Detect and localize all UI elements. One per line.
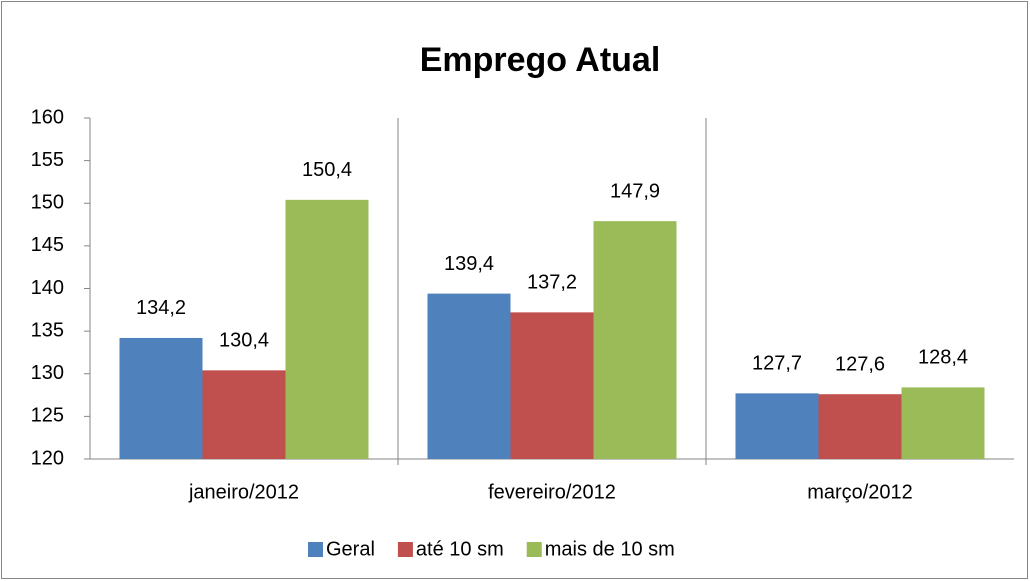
value-label: 139,4 — [444, 253, 494, 275]
y-tick-label: 135 — [31, 319, 64, 341]
bar — [593, 221, 677, 459]
x-tick-label: março/2012 — [807, 481, 913, 503]
bar — [427, 293, 511, 459]
value-label: 130,4 — [219, 330, 269, 352]
legend-label: Geral — [326, 538, 375, 560]
y-tick-label: 150 — [31, 192, 64, 214]
value-label: 134,2 — [136, 297, 186, 319]
bar — [119, 337, 203, 459]
value-label: 128,4 — [918, 347, 968, 369]
y-tick-label: 140 — [31, 277, 64, 299]
legend-swatch — [397, 542, 413, 557]
x-tick-label: janeiro/2012 — [188, 481, 299, 503]
value-label: 127,6 — [835, 353, 885, 375]
value-label: 150,4 — [302, 159, 352, 181]
value-label: 137,2 — [527, 272, 577, 294]
y-tick-label: 160 — [31, 106, 64, 128]
y-tick-label: 145 — [31, 234, 64, 256]
legend-swatch — [526, 542, 542, 557]
value-label: 127,7 — [752, 353, 802, 375]
bar — [735, 393, 819, 459]
x-tick-label: fevereiro/2012 — [488, 481, 616, 503]
y-tick-label: 130 — [31, 362, 64, 384]
bar — [202, 370, 286, 459]
bar — [818, 394, 902, 459]
legend-label: mais de 10 sm — [545, 538, 675, 560]
bar — [901, 387, 985, 459]
y-tick-label: 125 — [31, 405, 64, 427]
legend-swatch — [308, 542, 323, 557]
y-tick-label: 120 — [31, 447, 64, 469]
bar — [285, 199, 369, 459]
chart-title: Emprego Atual — [420, 41, 661, 79]
legend-label: até 10 sm — [416, 538, 504, 560]
bar — [510, 312, 594, 459]
value-label: 147,9 — [610, 180, 660, 202]
y-tick-label: 155 — [31, 149, 64, 171]
